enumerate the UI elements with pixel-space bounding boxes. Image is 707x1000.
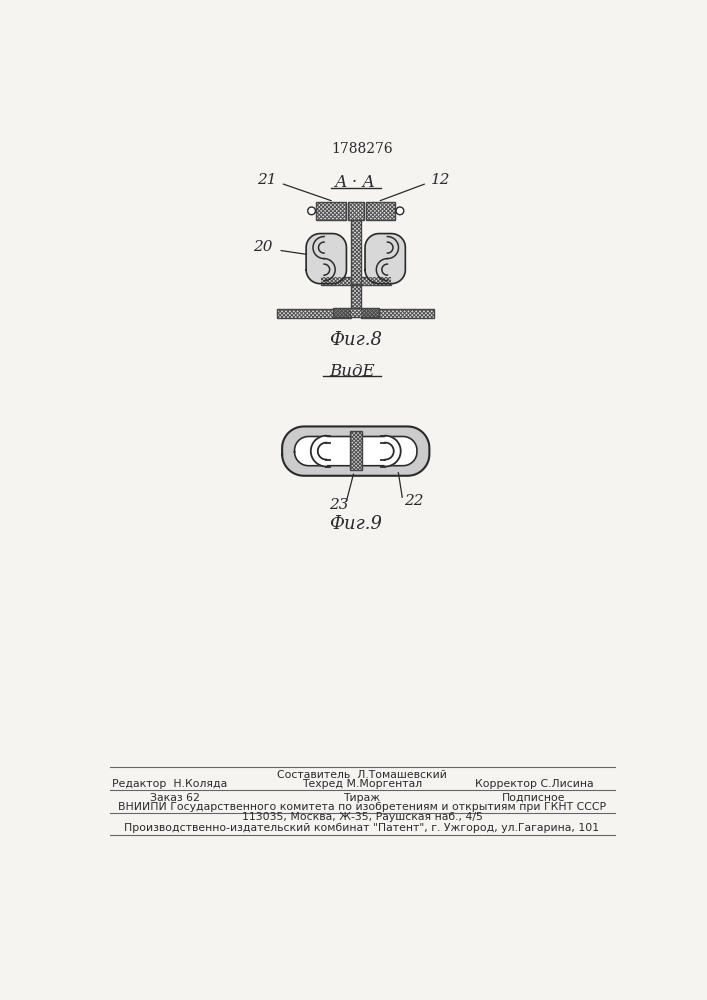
Text: 23: 23: [329, 498, 349, 512]
Bar: [351, 220, 361, 284]
Circle shape: [308, 207, 315, 215]
Text: 22: 22: [404, 494, 423, 508]
Text: 21: 21: [257, 173, 276, 187]
Text: Подписное: Подписное: [502, 793, 566, 803]
Text: ВНИИПИ Государственного комитета по изобретениям и открытиям при ГКНТ СССР: ВНИИПИ Государственного комитета по изоб…: [118, 802, 606, 812]
Polygon shape: [365, 234, 405, 284]
Bar: [348, 202, 363, 220]
Polygon shape: [282, 426, 429, 476]
Text: Фиг.9: Фиг.9: [329, 515, 382, 533]
Text: Техред М.Моргентал: Техред М.Моргентал: [302, 779, 422, 789]
Bar: [277, 309, 351, 318]
Polygon shape: [311, 436, 327, 466]
Bar: [316, 202, 346, 220]
Polygon shape: [295, 436, 417, 466]
Text: Корректор С.Лисина: Корректор С.Лисина: [474, 779, 593, 789]
Circle shape: [396, 207, 404, 215]
Text: ВидЕ: ВидЕ: [329, 363, 375, 380]
Bar: [332, 308, 379, 317]
Text: 1788276: 1788276: [331, 142, 393, 156]
Text: Составитель  Л.Томашевский: Составитель Л.Томашевский: [277, 770, 447, 780]
Bar: [349, 431, 362, 470]
Text: 20: 20: [253, 240, 272, 254]
Text: Заказ 62: Заказ 62: [151, 793, 200, 803]
Bar: [321, 277, 391, 285]
Text: А · А: А · А: [335, 174, 376, 191]
Polygon shape: [385, 436, 401, 466]
Text: Тираж: Тираж: [344, 793, 380, 803]
Text: Редактор  Н.Коляда: Редактор Н.Коляда: [112, 779, 228, 789]
Bar: [366, 202, 395, 220]
Polygon shape: [306, 234, 346, 284]
Bar: [361, 309, 434, 318]
Text: 113035, Москва, Ж-35, Раушская наб., 4/5: 113035, Москва, Ж-35, Раушская наб., 4/5: [242, 812, 482, 822]
Text: Фиг.8: Фиг.8: [329, 331, 382, 349]
Text: 12: 12: [431, 173, 451, 187]
Text: Производственно-издательский комбинат "Патент", г. Ужгород, ул.Гагарина, 101: Производственно-издательский комбинат "П…: [124, 823, 600, 833]
Bar: [351, 285, 361, 308]
